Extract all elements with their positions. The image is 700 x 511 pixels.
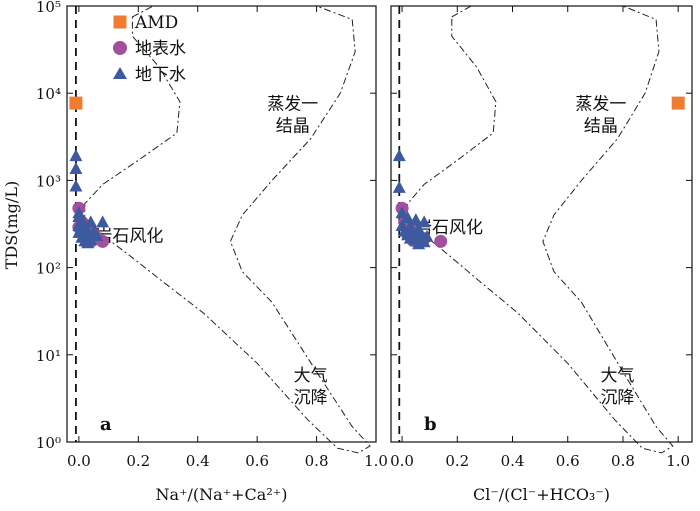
data-point-groundwater xyxy=(69,162,83,175)
data-point-groundwater xyxy=(90,229,104,242)
region-label: 蒸发一 xyxy=(575,95,626,115)
data-point-surface-water xyxy=(434,234,448,248)
data-point-groundwater xyxy=(84,215,98,228)
data-point-groundwater xyxy=(392,180,406,193)
region-label: 结晶 xyxy=(584,117,618,137)
region-label: 沉降 xyxy=(600,388,634,408)
x-tick-label: 0.6 xyxy=(245,452,269,470)
panel-b: 0.0 0.2 0.4 0.6 0.8 1.0 Cl⁻/(Cl⁻+HCO₃⁻) 蒸发一结晶岩石… xyxy=(390,5,693,504)
data-point-groundwater xyxy=(81,236,95,249)
x-tick-label: 1.0 xyxy=(364,452,388,470)
x-axis-title: Na⁺/(Na⁺+Ca²⁺) xyxy=(156,485,288,504)
y-tick-label: 10¹ xyxy=(36,347,61,365)
region-label: 沉降 xyxy=(294,388,328,408)
x-axis-title: Cl⁻/(Cl⁻+HCO₃⁻) xyxy=(473,485,610,504)
x-tick-label: 0.0 xyxy=(67,452,91,470)
x-tick-label: 0.8 xyxy=(305,452,329,470)
region-label: 蒸发一 xyxy=(267,95,318,115)
legend-label: 地表水 xyxy=(135,39,186,59)
data-point-amd xyxy=(69,96,83,110)
data-point-groundwater xyxy=(409,213,423,226)
legend-marker-groundwater xyxy=(113,67,127,79)
region-label: 大气 xyxy=(294,366,328,386)
y-tick-label: 10⁴ xyxy=(36,85,61,103)
x-tick-label: 0.4 xyxy=(186,452,210,470)
x-tick-label: 1.0 xyxy=(666,452,690,470)
y-tick-label: 10² xyxy=(36,260,61,278)
region-label: 岩石风化 xyxy=(95,226,163,246)
data-point-groundwater xyxy=(392,149,406,162)
y-tick-label: 10³ xyxy=(36,172,61,190)
data-point-groundwater xyxy=(96,215,110,228)
region-label: 结晶 xyxy=(276,117,310,137)
gibbs-envelope xyxy=(407,5,674,454)
y-tick-label: 10⁵ xyxy=(36,0,61,16)
panel-a: 0.0 0.2 0.4 0.6 0.8 1.0 10⁰ 10¹ 10² 10³ 10⁴ 10⁵ Na⁺/… xyxy=(36,0,388,504)
data-point-groundwater xyxy=(69,179,83,192)
data-point-groundwater xyxy=(412,237,426,250)
x-tick-label: 0.6 xyxy=(556,452,580,470)
legend-label: AMD xyxy=(134,13,178,33)
region-label: 大气 xyxy=(600,366,634,386)
plot-frame xyxy=(66,5,377,443)
panel-letter: a xyxy=(100,414,112,435)
y-axis-title: TDS(mg/L) xyxy=(2,181,21,269)
gibbs-envelope xyxy=(84,5,371,454)
x-tick-label: 0.4 xyxy=(501,452,525,470)
panel-letter: b xyxy=(424,414,437,435)
y-tick-label: 10⁰ xyxy=(36,434,61,452)
legend-label: 地下水 xyxy=(135,65,186,85)
data-point-groundwater xyxy=(401,211,415,224)
data-point-amd xyxy=(671,96,685,110)
legend-marker-amd xyxy=(113,15,127,29)
x-tick-label: 0.0 xyxy=(390,452,414,470)
data-point-groundwater xyxy=(417,215,431,228)
x-tick-label: 0.2 xyxy=(445,452,469,470)
x-tick-label: 0.8 xyxy=(611,452,635,470)
legend-marker-surface-water xyxy=(113,41,127,55)
plot-frame xyxy=(390,5,693,443)
region-label: 岩石风化 xyxy=(415,218,483,238)
x-tick-label: 0.2 xyxy=(126,452,150,470)
data-point-groundwater xyxy=(69,149,83,162)
